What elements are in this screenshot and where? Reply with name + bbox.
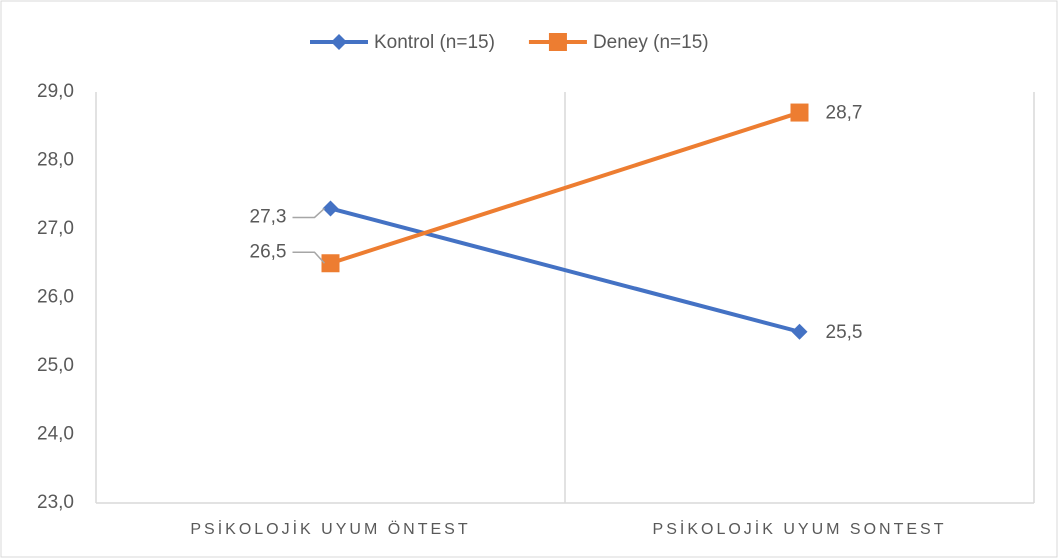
point-marker <box>321 254 340 273</box>
y-tick-label: 25,0 <box>37 355 74 376</box>
series-line <box>329 110 801 266</box>
point-marker <box>791 323 808 340</box>
y-tick-label: 23,0 <box>37 492 74 513</box>
legend-label: Kontrol (n=15) <box>374 32 495 53</box>
legend-marker <box>331 34 347 50</box>
point-marker <box>322 200 339 217</box>
value-label: 25,5 <box>826 322 863 343</box>
x-tick-label: PSİKOLOJİK UYUM ÖNTEST <box>190 519 470 538</box>
series-line <box>329 206 801 334</box>
y-tick-label: 27,0 <box>37 218 74 239</box>
point-marker <box>790 103 809 122</box>
value-label: 28,7 <box>826 103 863 124</box>
legend-label: Deney (n=15) <box>593 32 709 53</box>
x-tick-label: PSİKOLOJİK UYUM SONTEST <box>653 519 947 538</box>
value-label: 26,5 <box>250 241 287 262</box>
y-tick-label: 28,0 <box>37 150 74 171</box>
y-tick-label: 29,0 <box>37 81 74 102</box>
y-tick-label: 24,0 <box>37 424 74 445</box>
y-tick-label: 26,0 <box>37 287 74 308</box>
leader-line <box>292 251 326 264</box>
value-label: 27,3 <box>250 206 287 227</box>
leader-line <box>292 207 326 219</box>
legend-marker <box>548 33 567 51</box>
